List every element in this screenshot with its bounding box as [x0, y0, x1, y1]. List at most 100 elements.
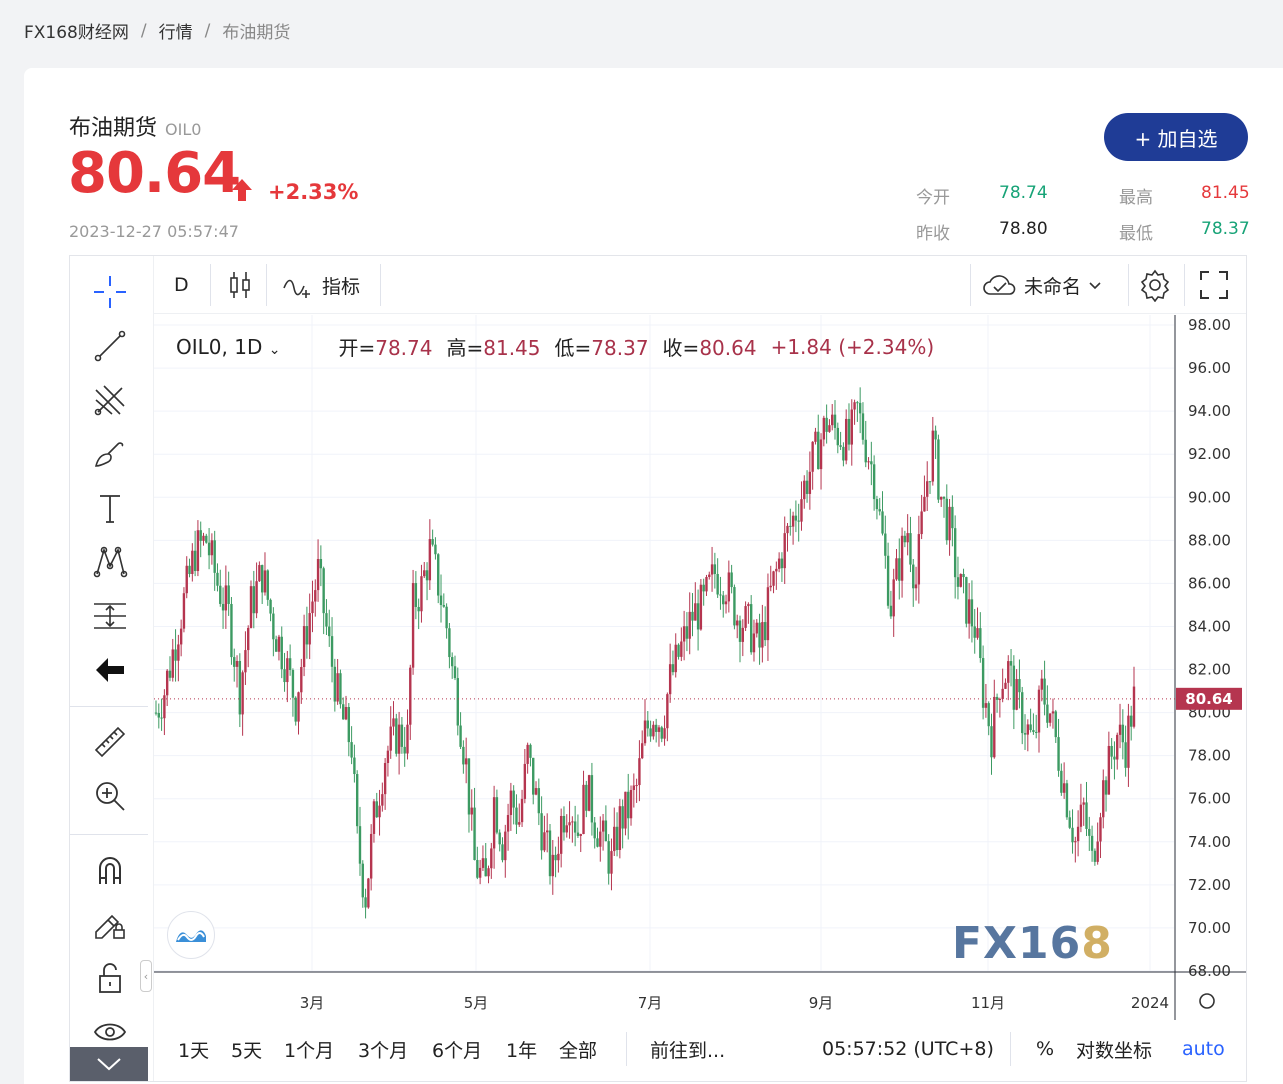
back-arrow-icon[interactable] [90, 650, 130, 690]
time-tick-label: 9月 [809, 994, 834, 1012]
candle-body [1127, 715, 1130, 768]
range-6m[interactable]: 6个月 [432, 1039, 483, 1062]
candle-body [484, 858, 487, 877]
candle-body [688, 611, 691, 639]
brush-icon[interactable] [90, 434, 130, 474]
text-tool-icon[interactable] [90, 488, 130, 528]
range-3m[interactable]: 3个月 [358, 1039, 409, 1062]
candle-body [437, 554, 440, 596]
candle-body [358, 826, 362, 864]
candle-body [948, 506, 951, 541]
candle-body [409, 667, 412, 725]
candle-body [291, 670, 295, 698]
range-1m[interactable]: 1个月 [284, 1039, 335, 1062]
layout-menu-button[interactable]: 未命名 [982, 256, 1103, 314]
candle-body [909, 533, 912, 565]
time-tick-label: 2024 [1131, 994, 1169, 1012]
candle-body [694, 603, 697, 621]
candle-body [165, 670, 169, 696]
measure-range-icon[interactable] [90, 596, 130, 636]
percent-toggle[interactable]: % [1036, 1038, 1055, 1060]
candle-body [1035, 731, 1038, 733]
pencil-lock-icon[interactable] [90, 904, 130, 944]
add-watchlist-button[interactable]: + 加自选 [1104, 113, 1248, 161]
candle-body [562, 815, 566, 833]
magnet-icon[interactable] [90, 850, 130, 890]
candle-body [1113, 756, 1116, 760]
range-all[interactable]: 全部 [559, 1039, 598, 1062]
legend-symbol[interactable]: OIL0, 1D ⌄ [176, 335, 280, 359]
chart-logo-button[interactable] [167, 911, 215, 959]
candle-body [931, 430, 935, 482]
candle-body [1051, 711, 1055, 714]
price-chart[interactable]: 98.00 96.00 94.00 92.00 90.00 88.00 86.00 84.00… [154, 315, 1246, 1020]
candle-body [559, 815, 563, 854]
candle-body [811, 441, 814, 472]
candle-body [546, 830, 549, 833]
candle-body [372, 801, 376, 834]
candle-body [965, 577, 968, 624]
price-tick-label: 70.00 [1188, 919, 1231, 937]
chart-type-button[interactable] [228, 256, 252, 314]
breadcrumb-home[interactable]: FX168财经网 [24, 23, 129, 43]
candle-body [1015, 679, 1018, 710]
candle-body [509, 790, 513, 815]
candle-body [836, 427, 840, 446]
candle-body [993, 696, 996, 758]
fullscreen-button[interactable] [1198, 256, 1230, 314]
candle-body [822, 417, 826, 440]
candle-body [870, 461, 873, 465]
candle-body [914, 584, 918, 589]
toolbar-collapse-button[interactable] [70, 1047, 148, 1081]
candle-body [1054, 711, 1057, 738]
candle-body [470, 807, 473, 815]
candle-body [775, 568, 778, 572]
indicators-button[interactable]: 指标 [282, 256, 360, 314]
log-scale-toggle[interactable]: 对数坐标 [1076, 1039, 1153, 1062]
candle-body [710, 564, 714, 575]
pattern-icon[interactable] [90, 542, 130, 582]
eye-icon[interactable] [90, 1012, 130, 1052]
legend-low: 78.37 [591, 336, 649, 360]
candle-body [375, 801, 378, 818]
candle-body [506, 814, 510, 832]
goto-date-button[interactable]: 前往到... [650, 1039, 726, 1062]
candle-body [892, 579, 895, 617]
toolbar-separator [1184, 264, 1185, 306]
crosshair-icon[interactable] [90, 272, 130, 312]
breadcrumb-quotes[interactable]: 行情 [158, 23, 193, 43]
candle-body [224, 585, 228, 611]
candle-body [881, 511, 884, 534]
pitchfork-icon[interactable] [90, 380, 130, 420]
ruler-icon[interactable] [90, 722, 130, 762]
candle-body [202, 535, 205, 541]
candle-body [920, 511, 923, 535]
range-1y[interactable]: 1年 [506, 1039, 538, 1062]
unlock-icon[interactable] [90, 958, 130, 998]
candle-body [389, 726, 392, 751]
candle-body [926, 481, 929, 497]
candle-body [579, 834, 582, 836]
candle-body [844, 418, 848, 461]
zoom-in-icon[interactable] [90, 776, 130, 816]
candle-body [666, 694, 669, 729]
candle-body [772, 571, 775, 586]
interval-button[interactable]: D [174, 274, 189, 296]
candle-body [886, 555, 890, 606]
candle-body [199, 530, 202, 541]
range-5d[interactable]: 5天 [231, 1039, 263, 1062]
candle-body [607, 841, 610, 874]
trend-line-icon[interactable] [90, 326, 130, 366]
candle-body [1085, 802, 1088, 829]
candle-body [847, 418, 851, 445]
candle-body [478, 867, 482, 878]
range-1d[interactable]: 1天 [178, 1039, 210, 1062]
candle-body [1090, 835, 1094, 851]
candle-body [353, 757, 356, 775]
auto-scale-toggle[interactable]: auto [1182, 1038, 1225, 1060]
toolbar-separator [380, 264, 381, 306]
settings-button[interactable] [1138, 256, 1172, 314]
panel-handle[interactable]: ‹ [140, 960, 152, 992]
candle-body [554, 854, 557, 861]
clock[interactable]: 05:57:52 (UTC+8) [822, 1038, 994, 1060]
